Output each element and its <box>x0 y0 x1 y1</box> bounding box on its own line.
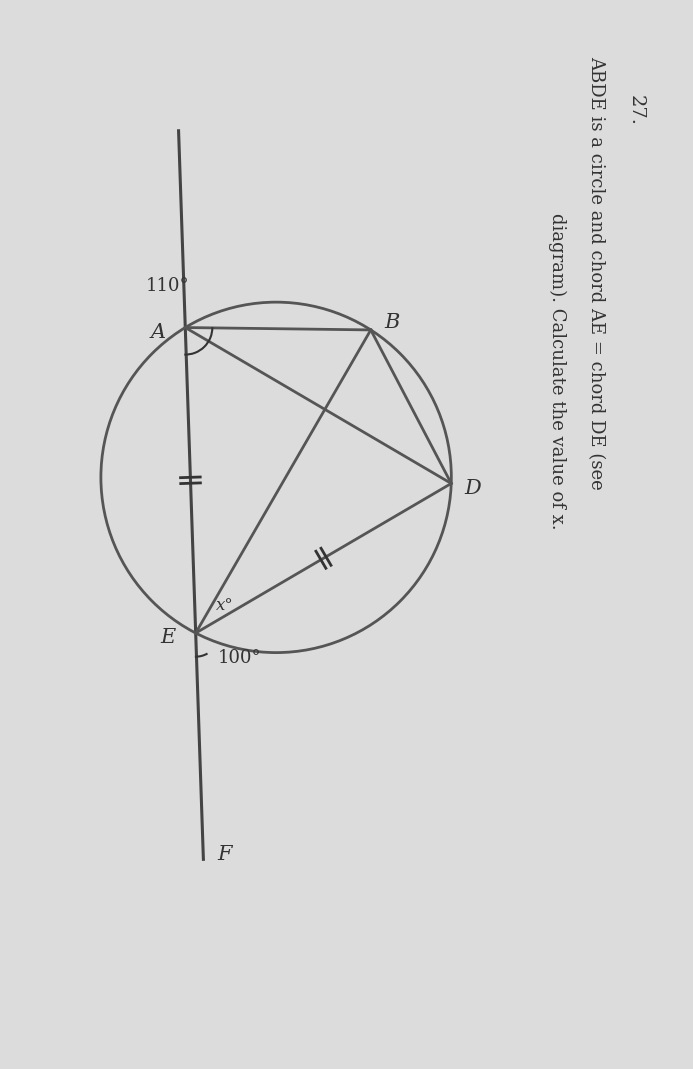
Text: F: F <box>218 845 232 864</box>
Text: B: B <box>385 312 400 331</box>
Text: A: A <box>150 323 165 342</box>
Text: diagram). Calculate the value of x.: diagram). Calculate the value of x. <box>547 213 565 529</box>
Text: 100°: 100° <box>218 649 262 667</box>
Text: 27.: 27. <box>626 95 644 126</box>
Text: E: E <box>161 629 176 648</box>
Text: x°: x° <box>216 597 234 614</box>
Text: D: D <box>464 479 481 498</box>
Text: ABDE is a circle and chord AE = chord DE (see: ABDE is a circle and chord AE = chord DE… <box>587 56 605 490</box>
Text: 110°: 110° <box>146 277 189 295</box>
